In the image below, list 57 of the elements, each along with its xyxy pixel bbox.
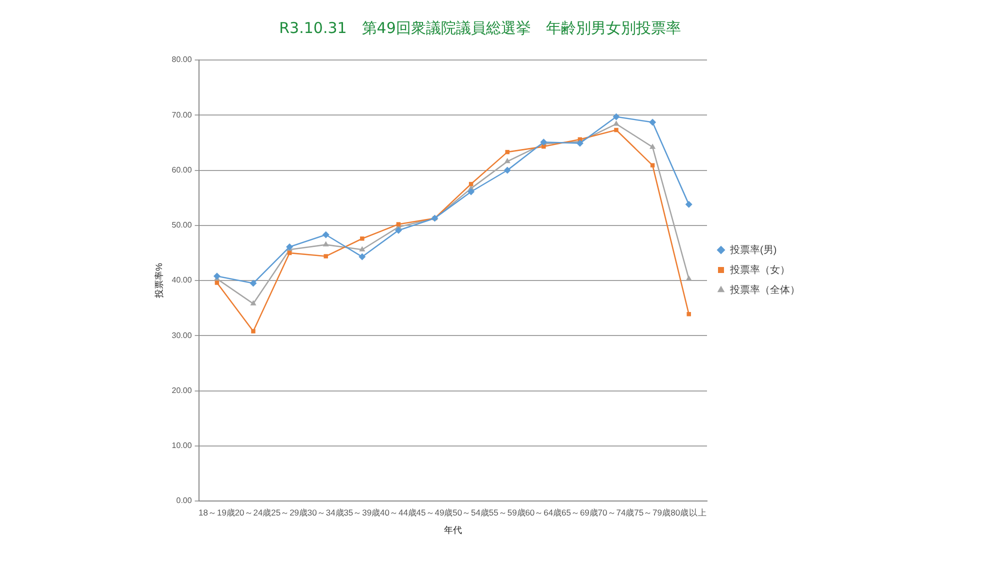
point [685, 200, 692, 208]
y-tick-label: 60.00 [172, 165, 192, 174]
x-tick-label: 60～64歳 [525, 507, 562, 518]
x-tick-label: 40～44歳 [380, 507, 417, 518]
x-axis-title: 年代 [444, 525, 462, 536]
point [576, 140, 584, 147]
point [324, 254, 328, 258]
point [214, 280, 220, 285]
y-axis-title: 投票率% [154, 262, 164, 300]
x-tick-label: 20～24歳 [234, 507, 272, 518]
y-tick-label: 50.00 [172, 220, 192, 230]
x-tick-label: 65～69歳 [561, 507, 598, 518]
x-tick-label: 45～49歳 [416, 507, 454, 518]
legend-label: 投票率（女） [729, 264, 790, 276]
point [251, 329, 256, 334]
point [396, 222, 401, 226]
x-tick-label: 30～34歳 [307, 507, 344, 518]
point [612, 113, 620, 120]
point [649, 118, 656, 126]
point [505, 150, 510, 154]
x-tick-label: 55～59歳 [488, 507, 526, 518]
chart-title: R3.10.31 第49回衆議院議員総選挙 年齢別男女別投票率 [279, 18, 681, 37]
y-tick-label: 40.00 [172, 276, 192, 285]
point [250, 300, 256, 306]
point [394, 226, 402, 234]
point [250, 280, 257, 287]
point [542, 144, 546, 149]
x-tick-label: 35～39歳 [344, 507, 381, 518]
point [322, 241, 329, 246]
x-tick-label: 18～19歳 [198, 507, 236, 518]
point [468, 188, 475, 196]
x-tick-label: 80歳以上 [670, 507, 708, 518]
legend-label: 投票率(男) [729, 244, 777, 256]
point [504, 158, 510, 164]
x-tick-label: 25～29歳 [271, 507, 308, 518]
point [358, 253, 366, 260]
y-tick-label: 20.00 [172, 386, 192, 395]
x-tick-label: 50～54歳 [452, 507, 490, 518]
x-tick-label: 75～79歳 [634, 507, 672, 518]
point [360, 236, 364, 241]
point [322, 231, 330, 238]
point [614, 128, 618, 132]
x-tick-label: 70～74歳 [598, 507, 635, 518]
y-tick-label: 10.00 [172, 441, 192, 450]
legend-label: 投票率（全体） [729, 284, 800, 296]
point [686, 312, 691, 316]
point [650, 163, 655, 168]
point [213, 272, 220, 280]
y-tick-label: 80.00 [172, 55, 192, 64]
y-tick-label: 30.00 [172, 330, 192, 340]
point [613, 120, 620, 126]
y-tick-label: 0.00 [176, 496, 192, 506]
point [359, 246, 366, 252]
point [650, 144, 656, 149]
point [286, 243, 294, 250]
point [504, 166, 511, 174]
y-tick-label: 70.00 [172, 110, 192, 120]
